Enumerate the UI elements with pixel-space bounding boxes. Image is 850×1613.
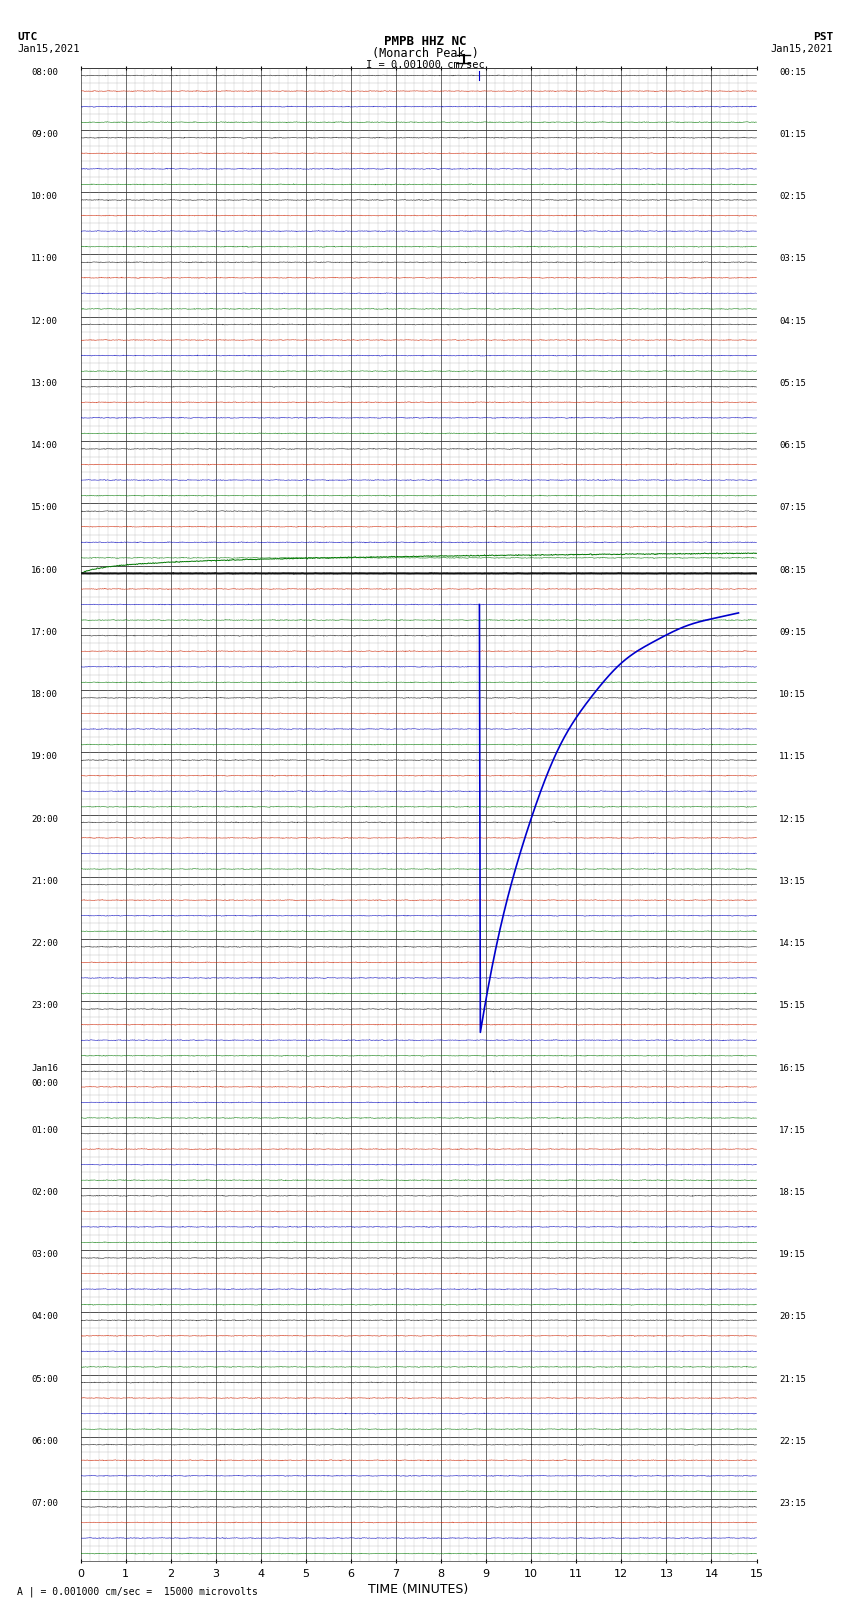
Text: (Monarch Peak ): (Monarch Peak ) [371, 47, 479, 60]
Text: 09:00: 09:00 [31, 131, 58, 139]
Text: 23:00: 23:00 [31, 1002, 58, 1010]
Text: 05:00: 05:00 [31, 1374, 58, 1384]
Text: 02:00: 02:00 [31, 1187, 58, 1197]
X-axis label: TIME (MINUTES): TIME (MINUTES) [369, 1582, 468, 1595]
Text: 00:00: 00:00 [31, 1079, 58, 1089]
Text: 13:00: 13:00 [31, 379, 58, 387]
Text: 02:15: 02:15 [779, 192, 806, 202]
Text: Jan15,2021: Jan15,2021 [770, 44, 833, 53]
Text: 14:00: 14:00 [31, 442, 58, 450]
Text: 15:00: 15:00 [31, 503, 58, 513]
Text: 10:15: 10:15 [779, 690, 806, 698]
Text: 12:15: 12:15 [779, 815, 806, 824]
Text: 05:15: 05:15 [779, 379, 806, 387]
Text: 20:15: 20:15 [779, 1313, 806, 1321]
Text: 17:15: 17:15 [779, 1126, 806, 1134]
Text: 18:15: 18:15 [779, 1187, 806, 1197]
Text: 09:15: 09:15 [779, 627, 806, 637]
Text: 03:00: 03:00 [31, 1250, 58, 1260]
Text: 13:15: 13:15 [779, 877, 806, 886]
Text: 11:00: 11:00 [31, 255, 58, 263]
Text: 22:15: 22:15 [779, 1437, 806, 1445]
Text: 07:15: 07:15 [779, 503, 806, 513]
Text: Jan16: Jan16 [31, 1063, 58, 1073]
Text: 20:00: 20:00 [31, 815, 58, 824]
Text: UTC: UTC [17, 32, 37, 42]
Text: 03:15: 03:15 [779, 255, 806, 263]
Text: 01:15: 01:15 [779, 131, 806, 139]
Text: 04:15: 04:15 [779, 316, 806, 326]
Text: 12:00: 12:00 [31, 316, 58, 326]
Text: I = 0.001000 cm/sec: I = 0.001000 cm/sec [366, 60, 484, 69]
Text: 16:15: 16:15 [779, 1063, 806, 1073]
Text: 06:15: 06:15 [779, 442, 806, 450]
Text: 10:00: 10:00 [31, 192, 58, 202]
Text: 14:15: 14:15 [779, 939, 806, 948]
Text: 17:00: 17:00 [31, 627, 58, 637]
Text: 06:00: 06:00 [31, 1437, 58, 1445]
Text: 00:15: 00:15 [779, 68, 806, 77]
Text: 23:15: 23:15 [779, 1498, 806, 1508]
Text: 21:00: 21:00 [31, 877, 58, 886]
Text: 19:00: 19:00 [31, 752, 58, 761]
Text: 07:00: 07:00 [31, 1498, 58, 1508]
Text: 21:15: 21:15 [779, 1374, 806, 1384]
Text: 22:00: 22:00 [31, 939, 58, 948]
Text: 08:15: 08:15 [779, 566, 806, 574]
Text: A | = 0.001000 cm/sec =  15000 microvolts: A | = 0.001000 cm/sec = 15000 microvolts [17, 1586, 258, 1597]
Text: 11:15: 11:15 [779, 752, 806, 761]
Text: PST: PST [813, 32, 833, 42]
Text: 01:00: 01:00 [31, 1126, 58, 1134]
Text: 08:00: 08:00 [31, 68, 58, 77]
Text: 19:15: 19:15 [779, 1250, 806, 1260]
Text: 16:00: 16:00 [31, 566, 58, 574]
Text: Jan15,2021: Jan15,2021 [17, 44, 80, 53]
Text: 18:00: 18:00 [31, 690, 58, 698]
Text: 04:00: 04:00 [31, 1313, 58, 1321]
Text: PMPB HHZ NC: PMPB HHZ NC [383, 35, 467, 48]
Text: 15:15: 15:15 [779, 1002, 806, 1010]
